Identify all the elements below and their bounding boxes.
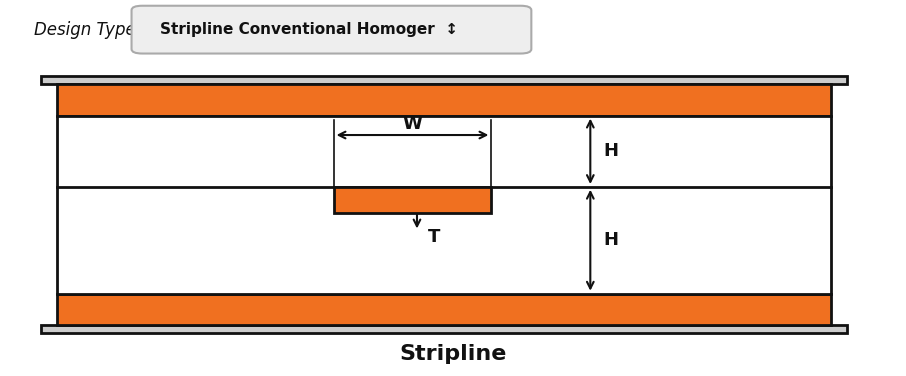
Bar [57,116,831,294]
Text: W: W [402,115,422,133]
Bar [57,84,831,116]
Text: T: T [428,227,440,246]
Text: H: H [603,143,619,160]
Text: Stripline Conventional Homoger  ↕: Stripline Conventional Homoger ↕ [160,22,458,37]
FancyBboxPatch shape [131,6,531,53]
Bar [57,294,831,325]
Text: Design Type:: Design Type: [34,21,141,39]
Text: Stripline: Stripline [400,344,506,364]
Bar [41,76,847,84]
Bar [333,187,491,213]
Text: H: H [603,231,619,249]
Bar [41,325,847,333]
